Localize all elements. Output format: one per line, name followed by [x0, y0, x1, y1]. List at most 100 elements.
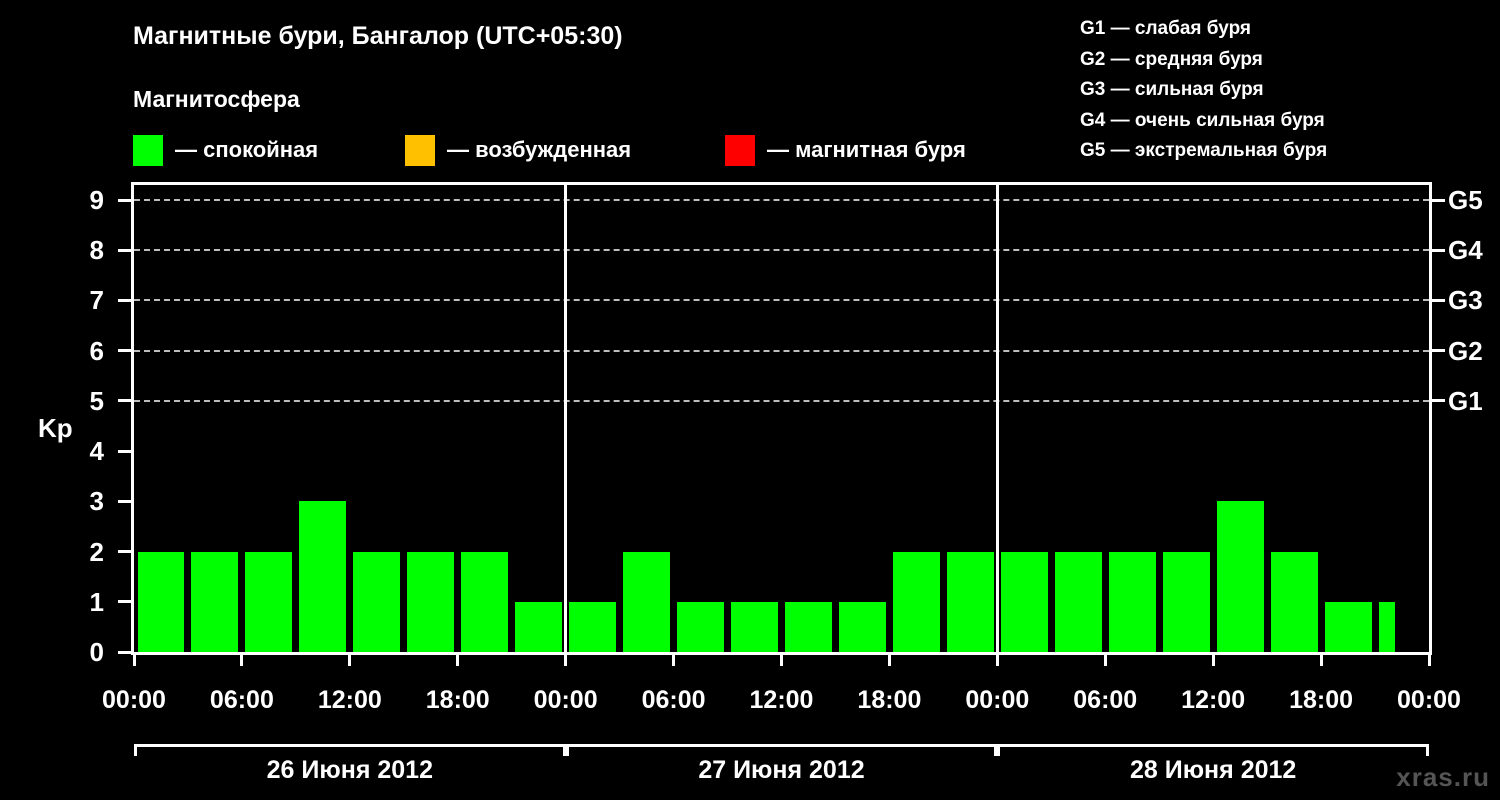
x-axis-tick-label-8: 00:00 — [965, 686, 1030, 714]
y-axis-tick-9 — [118, 198, 131, 202]
bar — [623, 551, 671, 652]
y-axis-tick-0 — [118, 650, 131, 654]
g-axis-tick-label-G5: G5 — [1448, 185, 1483, 216]
x-axis-tick-label-4: 00:00 — [533, 686, 598, 714]
y-axis-tick-label-3: 3 — [89, 486, 104, 517]
bar — [838, 601, 886, 652]
y-axis-title: Kp — [38, 413, 73, 443]
legend-label-unsettled: — возбужденная — [447, 137, 632, 162]
bar — [1000, 551, 1048, 652]
legend-label-quiet: — спокойная — [175, 137, 319, 162]
bar — [946, 551, 994, 652]
y-axis-tick-label-4: 4 — [89, 436, 104, 467]
legend-label-storm: — магнитная буря — [767, 137, 966, 162]
y-axis-tick-2 — [118, 550, 131, 554]
x-axis-tick-label-2: 12:00 — [317, 686, 382, 714]
x-axis-tick-8 — [995, 655, 999, 666]
y-axis-tick-label-8: 8 — [89, 235, 104, 266]
y-axis-tick-label-7: 7 — [89, 285, 104, 316]
bar — [407, 551, 455, 652]
bar — [461, 551, 509, 652]
x-axis-tick-label-3: 18:00 — [425, 686, 490, 714]
g-scale-line-g4: G4 — очень сильная буря — [1080, 109, 1325, 131]
y-axis-tick-4 — [118, 449, 131, 453]
g-scale-line-g5: G5 — экстремальная буря — [1080, 140, 1328, 161]
magnetosphere-title: Магнитосфера — [133, 86, 300, 112]
legend-swatch-storm — [725, 134, 755, 166]
bar — [785, 601, 832, 652]
x-axis-tick-11 — [1319, 655, 1323, 666]
g-axis-tick-G3 — [1432, 298, 1445, 302]
bar — [1216, 501, 1264, 652]
g-scale-legend: G1 — слабая буря G2 — средняя буря G3 — … — [1080, 14, 1500, 167]
day-label-3: 28 Июня 2012 — [1129, 756, 1297, 784]
bar — [353, 551, 401, 652]
y-axis-tick-1 — [118, 600, 131, 604]
g-axis-tick-G4 — [1432, 248, 1445, 252]
gridline-kp-6 — [134, 349, 1429, 352]
x-axis-tick-label-9: 06:00 — [1073, 686, 1138, 714]
g-scale-line-g2: G2 — средняя буря — [1080, 48, 1263, 70]
bar — [892, 551, 940, 652]
y-axis-tick-6 — [118, 349, 131, 353]
bar — [1324, 601, 1372, 652]
bar — [245, 551, 293, 652]
x-axis-tick-label-6: 12:00 — [749, 686, 814, 714]
bar — [299, 501, 347, 652]
x-axis-tick-label-0: 00:00 — [102, 686, 166, 714]
legend-swatch-quiet — [133, 134, 163, 166]
g-axis-tick-G5 — [1432, 198, 1445, 202]
page-title: Магнитные бури, Бангалор (UTC+05:30) — [133, 22, 623, 50]
g-axis-tick-label-G2: G2 — [1448, 335, 1483, 366]
bar — [677, 601, 725, 652]
gridline-kp-8 — [134, 249, 1429, 252]
x-axis-tick-5 — [672, 655, 676, 666]
bar — [1108, 551, 1156, 652]
x-axis-tick-9 — [1103, 655, 1107, 666]
day-bracket-2 — [565, 744, 998, 756]
x-axis-tick-1 — [240, 655, 244, 666]
x-axis-tick-label-12: 00:00 — [1397, 686, 1461, 714]
bar — [191, 551, 239, 652]
legend-swatch-unsettled — [405, 134, 435, 166]
y-axis-tick-8 — [118, 248, 131, 252]
y-axis-tick-label-5: 5 — [89, 385, 104, 416]
magnetosphere-legend: — спокойная — возбужденная — магнитная б… — [133, 133, 1033, 167]
y-axis-tick-label-9: 9 — [89, 185, 104, 216]
x-axis-tick-label-10: 12:00 — [1181, 686, 1246, 714]
bar — [1270, 551, 1318, 652]
day-separator-2 — [995, 185, 999, 652]
legend-item-storm: — магнитная буря — [725, 133, 966, 167]
g-axis-tick-label-G1: G1 — [1448, 385, 1483, 416]
bar — [515, 601, 563, 652]
x-axis-tick-label-11: 18:00 — [1289, 686, 1354, 714]
day-bracket-3 — [997, 744, 1429, 756]
day-label-2: 27 Июня 2012 — [698, 756, 865, 784]
x-axis-tick-10 — [1211, 655, 1215, 666]
x-axis-tick-4 — [564, 655, 568, 666]
bar — [137, 551, 185, 652]
y-axis-tick-7 — [118, 298, 131, 302]
bar — [731, 601, 778, 652]
bar — [1162, 551, 1210, 652]
day-bracket-1 — [134, 744, 566, 756]
day-label-1: 26 Июня 2012 — [266, 756, 433, 784]
y-axis-tick-3 — [118, 499, 131, 503]
x-axis-tick-label-7: 18:00 — [857, 686, 922, 714]
bar — [1378, 601, 1396, 652]
x-axis-tick-6 — [780, 655, 783, 666]
y-axis-tick-label-1: 1 — [89, 586, 104, 617]
g-scale-line-g3: G3 — сильная буря — [1080, 79, 1264, 100]
legend-item-unsettled: — возбужденная — [405, 133, 631, 167]
gridline-kp-9 — [134, 199, 1429, 202]
x-axis-tick-3 — [456, 655, 460, 666]
legend-item-quiet: — спокойная — [133, 133, 318, 167]
bar — [1054, 551, 1102, 652]
y-axis-tick-label-2: 2 — [89, 536, 104, 567]
watermark: xras.ru — [1396, 762, 1490, 792]
x-axis-tick-12 — [1427, 655, 1431, 666]
x-axis-tick-0 — [132, 655, 136, 666]
g-axis-tick-G1 — [1432, 399, 1445, 403]
g-axis-tick-label-G4: G4 — [1448, 235, 1483, 266]
